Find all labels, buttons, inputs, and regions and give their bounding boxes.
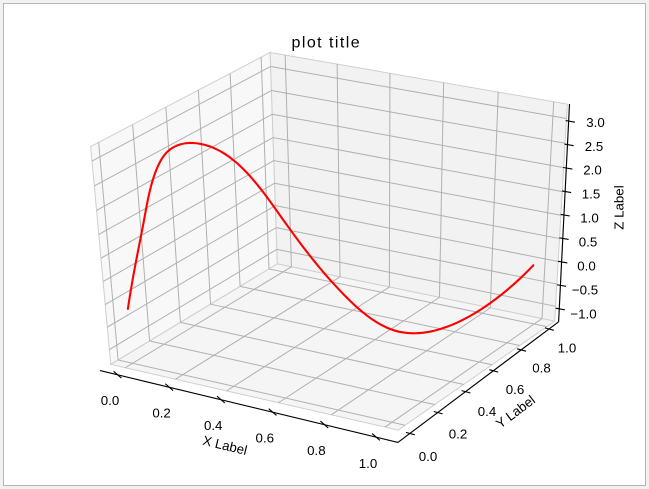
svg-text:Z Label: Z Label bbox=[611, 185, 626, 229]
svg-text:−1.0: −1.0 bbox=[570, 306, 596, 321]
svg-text:0.0: 0.0 bbox=[577, 258, 596, 273]
svg-text:1.0: 1.0 bbox=[558, 340, 577, 355]
svg-text:−0.5: −0.5 bbox=[572, 282, 598, 297]
svg-text:1.0: 1.0 bbox=[359, 456, 378, 471]
svg-text:3.0: 3.0 bbox=[586, 115, 605, 130]
svg-text:0.8: 0.8 bbox=[307, 443, 326, 458]
svg-text:0.0: 0.0 bbox=[101, 393, 120, 408]
svg-text:X Label: X Label bbox=[201, 433, 248, 458]
svg-text:plot title: plot title bbox=[291, 34, 361, 51]
svg-text:0.8: 0.8 bbox=[532, 360, 551, 375]
svg-text:0.5: 0.5 bbox=[579, 235, 598, 250]
svg-text:0.2: 0.2 bbox=[449, 426, 468, 441]
svg-text:0.0: 0.0 bbox=[419, 449, 438, 464]
svg-text:2.5: 2.5 bbox=[585, 139, 604, 154]
svg-text:0.2: 0.2 bbox=[152, 405, 171, 420]
svg-text:0.4: 0.4 bbox=[478, 404, 497, 419]
svg-text:0.4: 0.4 bbox=[204, 418, 223, 433]
svg-text:2.0: 2.0 bbox=[583, 163, 602, 178]
svg-text:0.6: 0.6 bbox=[506, 382, 525, 397]
svg-text:0.6: 0.6 bbox=[256, 431, 275, 446]
svg-text:Y Label: Y Label bbox=[493, 392, 538, 431]
svg-text:1.0: 1.0 bbox=[580, 211, 599, 226]
svg-text:1.5: 1.5 bbox=[582, 187, 601, 202]
